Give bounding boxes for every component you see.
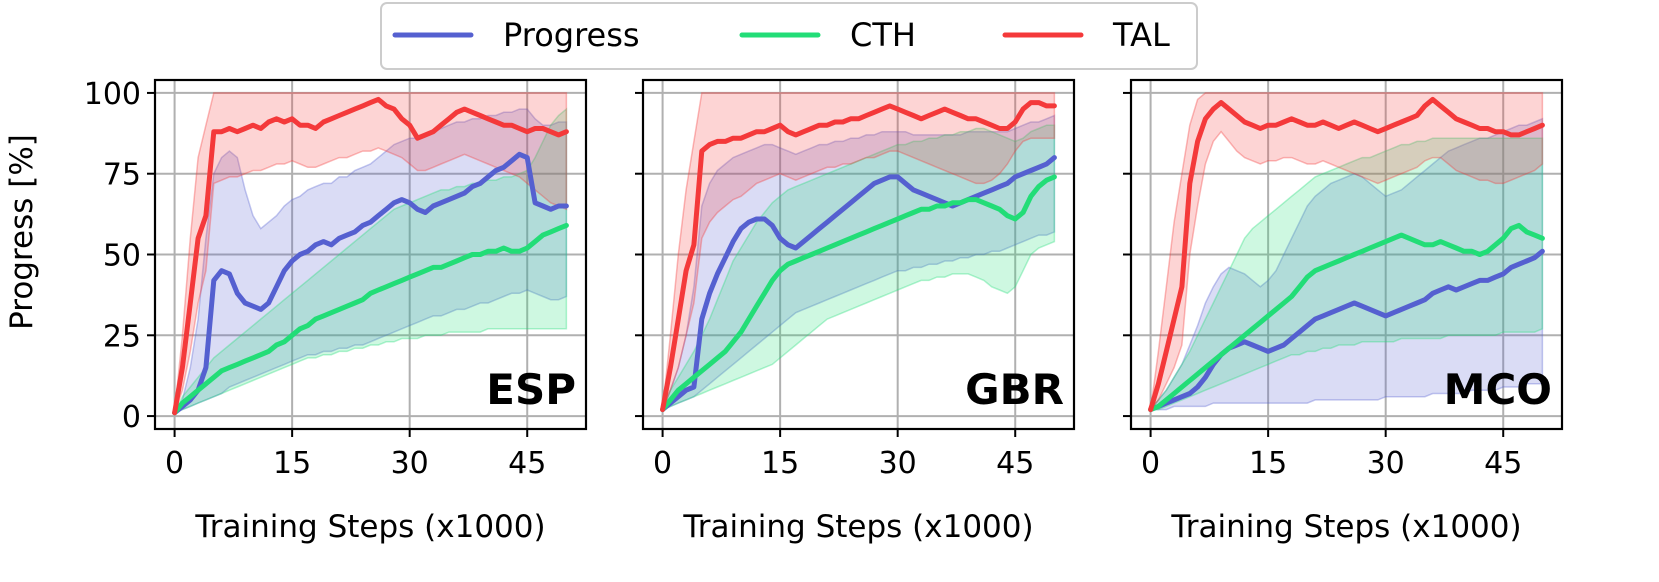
band-gbr-progress: [661, 114, 1056, 411]
band-esp-progress: [172, 108, 568, 415]
line-mco-cth: [1148, 222, 1545, 413]
x-tick-label: 0: [165, 446, 184, 481]
panel-mco: 0 15 30 45 Training Steps (x1000) MCO: [1123, 78, 1564, 545]
band-esp-tal: [173, 92, 568, 414]
x-axis-title: Training Steps (x1000): [682, 509, 1033, 545]
band-mco-tal: [1149, 92, 1544, 413]
x-tick-label: 0: [1141, 446, 1160, 481]
line-gbr-cth: [660, 174, 1057, 413]
panel-label-mco: MCO: [1444, 365, 1552, 414]
line-gbr-tal: [660, 100, 1057, 413]
x-tick-label: 15: [1249, 446, 1287, 481]
band-gbr-tal: [661, 92, 1056, 410]
panel-esp: 0 15 30 45 0 25 50 75 100 Training Steps (x1000) E…: [84, 77, 588, 545]
band-esp-cth: [173, 107, 568, 415]
x-axis-title: Training Steps (x1000): [194, 509, 545, 545]
legend-label-cth: CTH: [850, 16, 916, 54]
line-gbr-progress: [660, 155, 1057, 413]
x-tick-label: 30: [879, 446, 917, 481]
x-tick-label: 45: [1484, 446, 1522, 481]
legend: Progress CTH TAL: [380, 2, 1198, 70]
y-tick-label: 0: [122, 400, 141, 435]
x-tick-label: 30: [1367, 446, 1405, 481]
panel-gbr: 0 15 30 45 Training Steps (x1000) GBR: [635, 78, 1076, 545]
chart-panels: 0 15 30 45 0 25 50 75 100 Training Steps (x1000) E…: [84, 77, 1564, 545]
line-mco-tal: [1148, 96, 1545, 413]
panel-label-esp: ESP: [486, 365, 576, 414]
legend-label-tal: TAL: [1112, 16, 1170, 54]
panel-label-gbr: GBR: [965, 365, 1064, 414]
x-tick-label: 15: [761, 446, 799, 481]
y-tick-label: 75: [103, 158, 141, 193]
band-gbr-cth: [661, 124, 1056, 411]
x-tick-label: 45: [996, 446, 1034, 481]
line-esp-tal: [172, 96, 569, 416]
y-tick-label: 50: [103, 239, 141, 274]
y-tick-label: 25: [103, 319, 141, 354]
grid-mco: [1131, 80, 1562, 429]
line-esp-progress: [172, 151, 569, 416]
y-axis-title: Progress [%]: [4, 134, 40, 330]
x-axis-title: Training Steps (x1000): [1170, 509, 1521, 545]
x-tick-label: 0: [653, 446, 672, 481]
x-tick-label: 30: [391, 446, 429, 481]
grid-gbr: [643, 80, 1074, 429]
line-esp-cth: [172, 222, 569, 416]
grid-esp: [155, 80, 586, 429]
legend-label-progress: Progress: [503, 16, 640, 54]
x-tick-label: 45: [508, 446, 546, 481]
x-tick-label: 15: [273, 446, 311, 481]
y-tick-label: 100: [84, 77, 141, 112]
